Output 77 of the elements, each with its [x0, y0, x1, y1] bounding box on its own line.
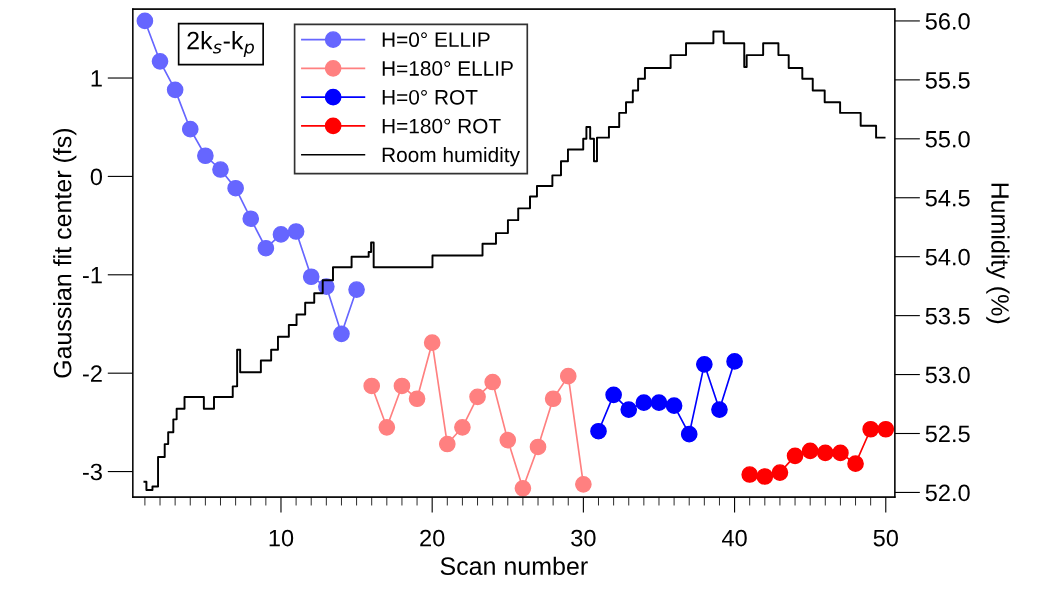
point [454, 418, 471, 436]
point [166, 81, 184, 99]
x-tick-label: 30 [571, 529, 596, 547]
point [756, 468, 774, 485]
point [348, 281, 365, 298]
y-tick-label: -2 [83, 365, 102, 382]
point [847, 455, 864, 473]
legend-label: H=0° ELLIP [382, 32, 490, 48]
point [393, 377, 411, 395]
point [499, 431, 517, 449]
y2-tick-label: 55.5 [925, 72, 970, 89]
point [650, 394, 668, 412]
y-tick-label: -1 [83, 267, 102, 284]
y-tick-label: 0 [90, 168, 103, 186]
point [620, 401, 638, 418]
point [590, 422, 607, 440]
y2-tick-label: 54.0 [925, 248, 970, 266]
point [484, 373, 501, 391]
point [726, 353, 743, 370]
legend-label: H=0° ROT [382, 89, 478, 105]
y2-tick-label: 52.0 [925, 484, 970, 502]
point [363, 377, 381, 395]
point [197, 147, 214, 165]
point [151, 52, 169, 70]
point [801, 442, 819, 460]
point [287, 223, 305, 240]
point [816, 444, 834, 462]
y2-tick-label: 56.0 [925, 13, 970, 30]
legend-label: H=180° ELLIP [382, 61, 513, 76]
point [181, 120, 199, 138]
y2-tick-label: 55.0 [925, 130, 970, 148]
legend-label: Room humidity [382, 146, 520, 167]
point [696, 355, 713, 373]
point [333, 325, 350, 343]
point [741, 466, 759, 483]
point [862, 420, 879, 438]
y2-tick-label: 54.5 [925, 190, 970, 207]
point [469, 388, 486, 406]
point [514, 479, 532, 497]
point [529, 438, 547, 456]
point [575, 476, 592, 493]
point [227, 179, 244, 197]
x-axis-title: Scan number [440, 556, 588, 576]
point [680, 425, 698, 443]
x-tick-label: 40 [721, 529, 747, 547]
point [212, 161, 229, 178]
y2-tick-label: 53.5 [925, 307, 970, 325]
point [257, 239, 275, 257]
point [423, 334, 441, 352]
x-tick-label: 20 [420, 529, 445, 547]
y-axis-title: Gaussian fit center (fs) [53, 128, 77, 378]
annotation: 2k$_{s}$-k$_{p}$ [187, 31, 254, 57]
point [605, 386, 622, 404]
y2-tick-label: 53.0 [925, 366, 970, 384]
point [544, 390, 562, 408]
point [771, 464, 789, 481]
point [832, 444, 849, 462]
point [877, 420, 895, 438]
point [438, 435, 456, 453]
point [635, 394, 653, 412]
point [302, 268, 320, 286]
point [786, 447, 804, 465]
y2-tick-label: 52.5 [925, 425, 970, 443]
y-tick-label: -3 [83, 463, 102, 481]
y-tick-label: 1 [91, 70, 102, 87]
point [665, 397, 683, 414]
x-tick-label: 50 [873, 529, 898, 547]
point [378, 418, 396, 436]
x-tick-label: 10 [269, 529, 294, 547]
point [136, 12, 154, 30]
legend-label: H=180° ROT [382, 118, 501, 134]
point [242, 210, 260, 228]
point [408, 390, 426, 408]
point [559, 367, 577, 385]
y2-axis-title: Humidity (%) [986, 183, 1010, 324]
point [272, 226, 290, 243]
point [711, 401, 728, 418]
